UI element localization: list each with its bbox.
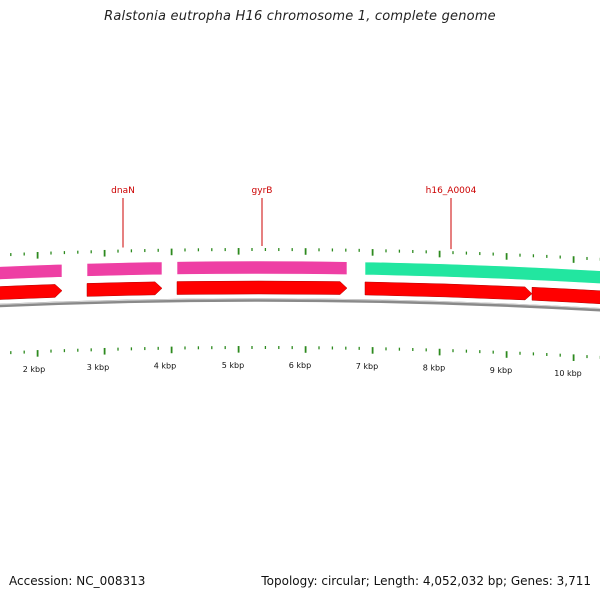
cds-feature-4 xyxy=(531,286,600,305)
backbone-arc xyxy=(0,298,600,312)
accession-text: Accession: NC_008313 xyxy=(9,574,146,588)
map-title: Ralstonia eutropha H16 chromosome 1, com… xyxy=(104,9,496,24)
genome-summary-text: Topology: circular; Length: 4,052,032 bp… xyxy=(261,574,591,588)
gene-label-dnaN: dnaN xyxy=(111,186,135,196)
gene-feature-2 xyxy=(176,260,348,275)
kbp-tick-label: 8 kbp xyxy=(423,364,445,373)
kbp-tick-label: 6 kbp xyxy=(289,361,311,370)
gene-feature-0 xyxy=(0,263,63,280)
kbp-tick-label: 2 kbp xyxy=(23,365,45,374)
gene-label-h16_A0004: h16_A0004 xyxy=(426,186,477,196)
kbp-tick-label: 10 kbp xyxy=(554,369,582,378)
kbp-tick-label: 5 kbp xyxy=(222,361,244,370)
cds-feature-2 xyxy=(176,280,348,295)
kbp-tick-label: 7 kbp xyxy=(356,362,378,371)
kbp-tick-label: 4 kbp xyxy=(154,362,176,371)
backbone-highlight xyxy=(0,298,600,310)
cds-feature-3 xyxy=(364,281,533,301)
kbp-tick-label: 9 kbp xyxy=(490,366,512,375)
kbp-tick-label: 3 kbp xyxy=(87,363,109,372)
gene-label-gyrB: gyrB xyxy=(252,186,273,196)
gene-feature-1 xyxy=(86,261,163,277)
cds-feature-1 xyxy=(86,281,163,297)
cds-feature-0 xyxy=(0,284,63,300)
gene-feature-3 xyxy=(364,261,600,285)
